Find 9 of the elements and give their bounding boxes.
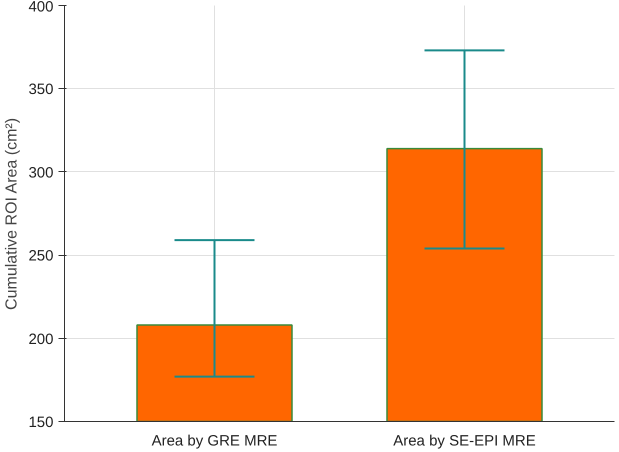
y-tick-label: 300 (28, 164, 54, 182)
y-tick-label: 400 (28, 0, 54, 16)
y-tick-label: 200 (28, 330, 54, 348)
y-tick-label: 350 (28, 81, 54, 98)
y-tick-label: 250 (28, 248, 54, 265)
x-tick-label: Area by SE-EPI MRE (393, 432, 536, 450)
x-tick-label: Area by GRE MRE (152, 432, 278, 450)
y-axis-title: Cumulative ROI Area (cm²) (3, 118, 20, 310)
y-tick-label: 150 (28, 414, 54, 431)
